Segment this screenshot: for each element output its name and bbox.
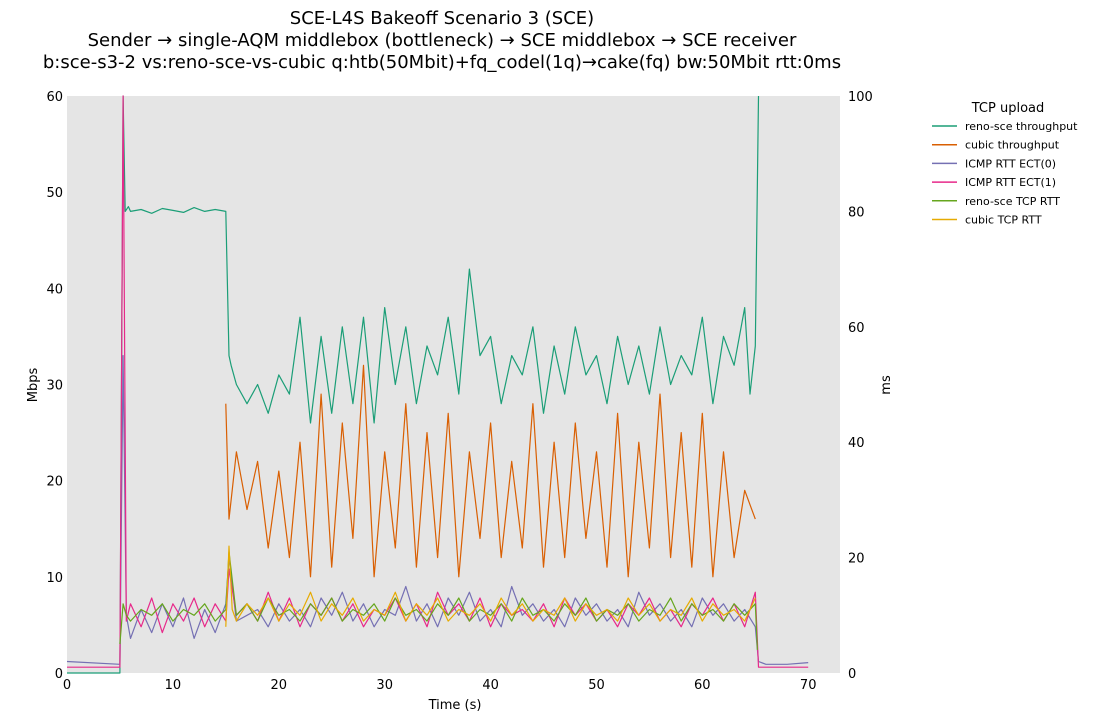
legend-entry: ICMP RTT ECT(1) (932, 176, 1056, 189)
x-tick-label: 40 (482, 678, 499, 693)
y-right-tick-label: 60 (848, 321, 865, 336)
y-left-tick-label: 50 (46, 186, 63, 201)
y-axis-left-label: Mbps (26, 368, 41, 403)
chart-title-line-3: b:sce-s3-2 vs:reno-sce-vs-cubic q:htb(50… (43, 52, 841, 73)
chart-title-line-2: Sender → single-AQM middlebox (bottlenec… (88, 30, 797, 51)
legend-title: TCP upload (971, 101, 1045, 116)
y-left-tick-label: 60 (46, 90, 63, 105)
y-axis-right-ticks: 0 20 40 60 80 100 (848, 90, 873, 682)
x-tick-label: 10 (165, 678, 182, 693)
series-line-cubic-throughput (225, 364, 756, 578)
series-layer (66, 95, 809, 674)
legend-label: reno-sce throughput (965, 120, 1078, 133)
series-line-cubic-tcp-rtt (225, 545, 756, 627)
y-right-tick-label: 80 (848, 205, 865, 220)
legend-entry: ICMP RTT ECT(0) (932, 157, 1056, 170)
legend-entry: cubic throughput (932, 139, 1060, 152)
x-tick-label: 30 (376, 678, 393, 693)
legend-label: ICMP RTT ECT(1) (965, 176, 1056, 189)
y-left-tick-label: 0 (55, 667, 63, 682)
y-left-tick-label: 40 (46, 282, 63, 297)
legend-entry: reno-sce throughput (932, 120, 1078, 133)
legend-entry: cubic TCP RTT (932, 214, 1042, 227)
plot-area (67, 96, 840, 673)
y-left-tick-label: 30 (46, 379, 63, 394)
series-line-icmp-rtt-ect-1 (67, 95, 809, 668)
legend-label: cubic TCP RTT (965, 214, 1042, 227)
legend-entry: reno-sce TCP RTT (932, 195, 1060, 208)
x-tick-label: 50 (588, 678, 605, 693)
x-tick-label: 20 (271, 678, 288, 693)
legend: TCP upload reno-sce throughput cubic thro… (932, 101, 1078, 227)
x-axis-ticks: 0 10 20 30 40 50 60 70 (63, 678, 817, 693)
x-tick-label: 60 (694, 678, 711, 693)
legend-label: reno-sce TCP RTT (965, 195, 1060, 208)
x-tick-label: 0 (63, 678, 71, 693)
chart-title: SCE-L4S Bakeoff Scenario 3 (SCE) Sender … (43, 8, 841, 73)
legend-label: ICMP RTT ECT(0) (965, 157, 1056, 170)
series-line-reno-sce-tcp-rtt (119, 551, 758, 650)
y-left-tick-label: 20 (46, 475, 63, 490)
y-axis-left-ticks: 0 10 20 30 40 50 60 (46, 90, 63, 682)
legend-label: cubic throughput (965, 139, 1060, 152)
y-right-tick-label: 0 (848, 667, 856, 682)
y-axis-right-label: ms (879, 375, 894, 395)
legend-items: reno-sce throughput cubic throughput ICMP … (932, 120, 1078, 227)
x-axis-label: Time (s) (428, 698, 482, 713)
x-tick-label: 70 (800, 678, 817, 693)
y-right-tick-label: 100 (848, 90, 873, 105)
chart-title-line-1: SCE-L4S Bakeoff Scenario 3 (SCE) (290, 8, 594, 29)
series-line-reno-sce-throughput (67, 95, 760, 674)
y-left-tick-label: 10 (46, 571, 63, 586)
y-right-tick-label: 40 (848, 436, 865, 451)
y-right-tick-label: 20 (848, 552, 865, 567)
